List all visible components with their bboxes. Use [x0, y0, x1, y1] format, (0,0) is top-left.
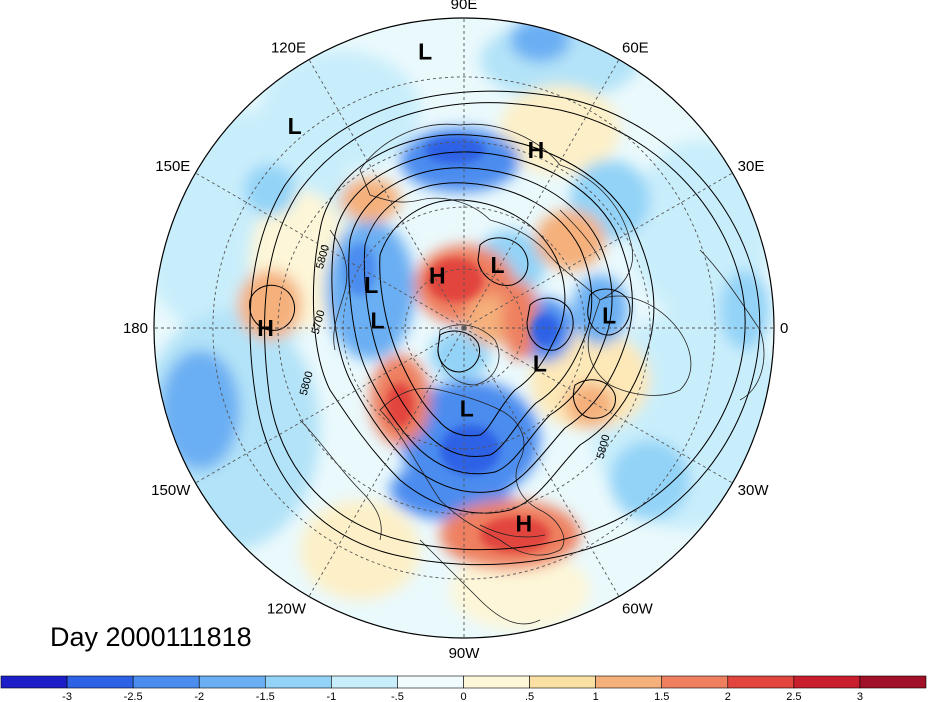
low-pressure-marker: L: [490, 252, 504, 278]
meridian-line: [308, 327, 465, 597]
colorbar-swatch: [859, 675, 927, 689]
longitude-label: 90E: [451, 0, 478, 13]
meridian-line: [463, 327, 620, 597]
height-contours: [249, 90, 761, 566]
meridian-line: [195, 327, 465, 484]
longitude-label: 180: [123, 320, 148, 337]
colorbar-swatch: [198, 675, 266, 689]
low-pressure-marker: L: [288, 113, 302, 139]
high-pressure-marker: H: [516, 511, 533, 537]
day-label: Day 2000111818: [50, 622, 252, 652]
map-boundary: [153, 17, 775, 639]
low-pressure-marker: L: [418, 39, 432, 65]
graticule: [154, 18, 774, 638]
colorbar-swatch: [66, 675, 134, 689]
colorbar-swatch: [397, 675, 464, 689]
meridian-line: [308, 59, 465, 329]
colorbar-swatch: [529, 675, 596, 689]
high-pressure-marker: H: [429, 263, 446, 289]
colorbar-tick-label: 2: [725, 691, 731, 702]
colorbar-tick-label: 3: [857, 691, 863, 702]
longitude-label: 120W: [267, 601, 307, 618]
longitude-label: 0: [780, 320, 788, 337]
colorbar-tick-label: 2.5: [786, 691, 801, 702]
meridian-line: [463, 327, 733, 484]
latitude-circle: [342, 206, 586, 450]
low-pressure-marker: L: [364, 272, 378, 298]
longitude-labels: 90E 60E 30E 0 30W 60W 90W 120W 150W 180 150E 120E: [123, 0, 788, 662]
longitude-label: 120E: [271, 39, 306, 56]
colorbar-swatch: [0, 675, 68, 689]
longitude-label: 150E: [155, 158, 190, 175]
meridian-line: [463, 59, 620, 329]
colorbar-tick-label: -2: [194, 691, 204, 702]
high-pressure-marker: H: [257, 315, 274, 341]
longitude-label: 30W: [738, 482, 770, 499]
colorbar-tick-label: -.5: [391, 691, 404, 702]
latitude-circle: [404, 268, 524, 388]
latitude-circle: [212, 76, 716, 580]
colorbar-tick-label: 1: [593, 691, 599, 702]
colorbar-tick-label: -1.5: [256, 691, 275, 702]
colorbar-tick-label: 1.5: [654, 691, 669, 702]
colorbar-swatch: [727, 675, 795, 689]
longitude-label: 90W: [449, 645, 481, 662]
colorbar-swatch: [463, 675, 530, 689]
colorbar-swatch: [661, 675, 729, 689]
meridian-line: [463, 172, 733, 329]
colorbar-tick-label: -1: [326, 691, 336, 702]
colorbar-tick-label: .5: [525, 691, 534, 702]
colorbar: -3 -2.5 -2 -1.5 -1 -.5 0 .5 1 1.5 2 2.5 3: [0, 675, 927, 702]
colorbar-swatch: [132, 675, 200, 689]
coastlines: [299, 123, 765, 625]
low-pressure-marker: L: [533, 350, 547, 376]
colorbar-swatch: [331, 675, 398, 689]
meridian-line: [195, 172, 465, 329]
low-pressure-marker: L: [602, 302, 616, 328]
colorbar-swatch: [264, 675, 332, 689]
anomaly-field: [154, 18, 774, 638]
latitude-circle: [277, 141, 651, 515]
longitude-label: 60E: [622, 39, 649, 56]
colorbar-tick-label: -3: [62, 691, 72, 702]
colorbar-swatch: [595, 675, 663, 689]
colorbar-tick-label: -2.5: [124, 691, 143, 702]
longitude-label: 60W: [622, 601, 654, 618]
colorbar-swatch: [793, 675, 861, 689]
longitude-label: 150W: [151, 482, 191, 499]
low-pressure-marker: L: [370, 307, 384, 333]
longitude-label: 30E: [738, 158, 765, 175]
high-pressure-marker: H: [528, 137, 545, 163]
low-pressure-marker: L: [460, 396, 474, 422]
colorbar-tick-label: 0: [460, 691, 466, 702]
